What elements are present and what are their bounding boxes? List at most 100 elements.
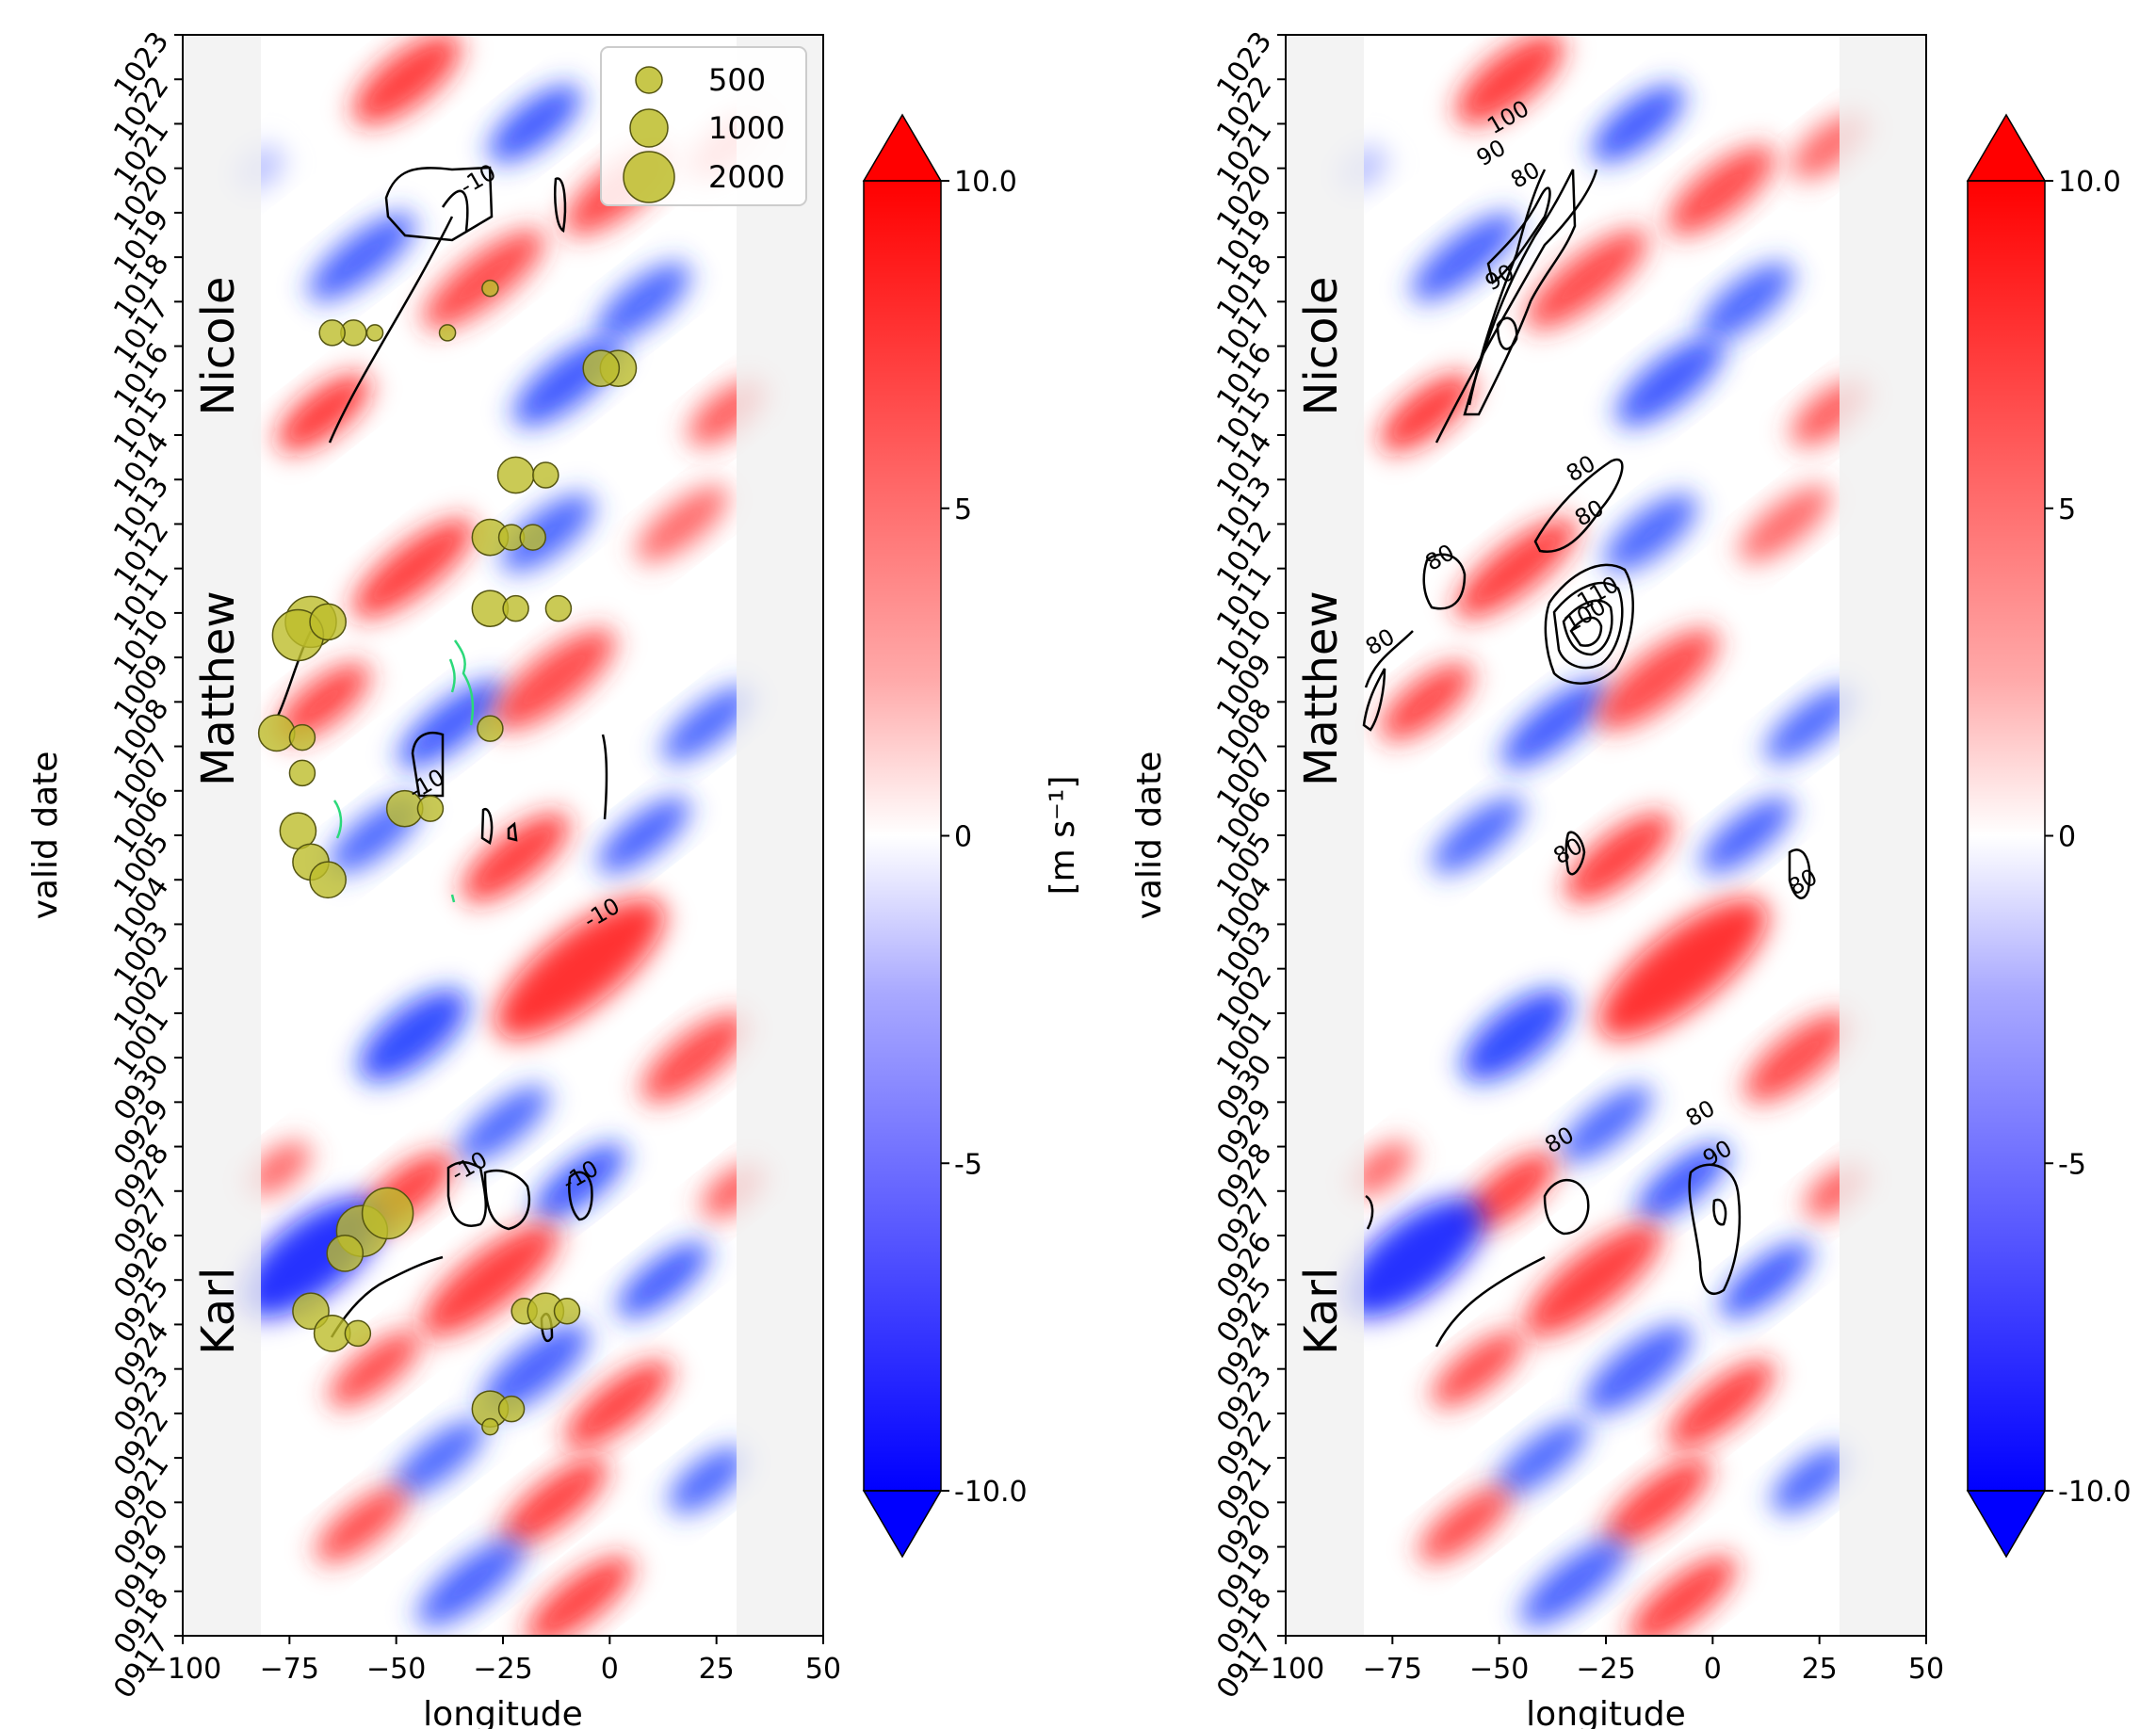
wind-field-blob <box>392 1419 486 1496</box>
wind-field-blob <box>422 229 545 331</box>
precip-bubble <box>416 795 445 822</box>
right-colorbar: 10.0 5 0 -5 -10.0 <box>1966 113 2132 1559</box>
wind-field-blob <box>352 35 462 125</box>
wind-field-blob <box>1524 1222 1662 1337</box>
wind-field-blob <box>462 812 571 903</box>
wind-field-blob <box>1604 493 1698 573</box>
wind-field-blob <box>1418 1486 1512 1563</box>
wind-field-blob <box>526 1556 634 1636</box>
x-tick-label: −50 <box>366 1653 426 1686</box>
wind-field-blob <box>1719 1241 1813 1319</box>
precip-bubble <box>361 1187 414 1240</box>
wind-field-blob <box>533 1143 626 1221</box>
left-east-mask <box>737 35 823 1636</box>
x-tick-label: −25 <box>1576 1653 1635 1686</box>
wind-field-blob <box>397 679 506 769</box>
precip-bubble <box>481 279 499 298</box>
precip-bubble <box>309 861 347 899</box>
wind-field-blob <box>351 518 475 620</box>
x-tick-label: 25 <box>1802 1653 1838 1686</box>
left-y-axis-label: valid date <box>26 751 65 920</box>
wind-field-blob <box>1700 797 1793 874</box>
precip-bubble <box>438 324 457 342</box>
wind-field-blob <box>597 797 690 874</box>
wind-field-blob <box>636 485 729 563</box>
wind-field-blob <box>1380 373 1474 452</box>
precip-bubble <box>519 524 546 551</box>
precip-bubble <box>481 1417 499 1436</box>
left-storm-labels: Nicole Matthew Karl <box>192 277 245 1355</box>
left-bubbles <box>257 279 638 1436</box>
wind-field-blob <box>501 493 595 573</box>
wind-field-blob <box>500 1458 608 1547</box>
wind-field-blob <box>1342 1197 1485 1318</box>
precip-bubble <box>288 759 316 787</box>
x-tick-label: −75 <box>1363 1653 1422 1686</box>
left-panel: -10-10-10-10 -10 −100 −75 −50 −25 0 25 50 09170… <box>26 26 1082 1729</box>
colorbar-tick-label: 0 <box>2058 821 2076 854</box>
right-contours <box>1362 169 1811 1348</box>
legend-marker-2000 <box>623 151 675 203</box>
right-y-axis-label: valid date <box>1130 751 1169 920</box>
precip-bubble <box>497 1395 526 1423</box>
wind-field-blob <box>1461 989 1571 1082</box>
left-colorbar-unit: [m s⁻¹] <box>1044 776 1082 896</box>
colorbar-tick-label: 10.0 <box>2058 166 2121 199</box>
left-colorbar-ticks: 10.0 5 0 -5 -10.0 <box>941 166 1028 1509</box>
x-tick-label: −50 <box>1469 1653 1529 1686</box>
legend-label-1000: 1000 <box>708 110 785 146</box>
legend-label-2000: 2000 <box>708 159 785 195</box>
wind-field-blob <box>488 84 582 163</box>
wind-field-blob <box>668 1446 748 1514</box>
wind-field-blob <box>1463 1152 1557 1231</box>
storm-label: Matthew <box>1295 590 1348 786</box>
wind-field-blob <box>1615 336 1725 428</box>
colorbar-tick-label: 5 <box>2058 493 2076 526</box>
wind-field-blob <box>1350 1140 1414 1197</box>
wind-field-blob <box>247 1140 311 1197</box>
precip-bubble <box>326 1235 365 1272</box>
wind-field-blob <box>564 1360 673 1449</box>
left-colorbar: 10.0 5 0 -5 -10.0 [m s⁻¹] <box>862 113 1082 1559</box>
wind-field-blob <box>1583 1323 1693 1414</box>
wind-field-blob <box>1629 1556 1737 1636</box>
precip-bubble <box>553 1298 581 1325</box>
right-colorbar-body <box>1968 181 2045 1491</box>
left-colorbar-body <box>864 181 941 1491</box>
precip-bubble <box>544 594 573 622</box>
right-east-mask <box>1840 35 1926 1636</box>
wind-field-blob <box>1743 1012 1853 1103</box>
x-tick-label: 0 <box>1704 1653 1722 1686</box>
x-tick-label: −25 <box>473 1653 532 1686</box>
precip-bubble <box>257 714 296 752</box>
wind-field-blob <box>1411 213 1519 302</box>
colorbar-tick-label: -5 <box>954 1148 982 1181</box>
wind-field-blob <box>1667 1360 1775 1449</box>
right-colorbar-top-extend <box>1966 113 2047 182</box>
left-west-mask <box>183 35 261 1636</box>
wind-field-blob <box>1559 1086 1653 1163</box>
wind-field-blob <box>1431 1330 1525 1408</box>
colorbar-tick-label: -10.0 <box>2058 1476 2132 1509</box>
wind-field-blob <box>1771 1446 1851 1514</box>
wind-field-blob <box>1500 679 1609 769</box>
legend: 500 1000 2000 <box>600 46 807 206</box>
wind-field-blob <box>1495 1419 1589 1496</box>
storm-label: Nicole <box>192 277 245 416</box>
right-x-ticks: −100 −75 −50 −25 0 25 50 <box>1247 1636 1944 1686</box>
colorbar-tick-label: -5 <box>2058 1148 2086 1181</box>
x-tick-label: 0 <box>601 1653 619 1686</box>
wind-field-blob <box>1636 1143 1729 1221</box>
wind-field-blob <box>328 1330 422 1408</box>
wind-field-blob <box>1380 662 1474 741</box>
wind-field-blob <box>277 662 371 741</box>
right-date-ticks: 0917091809190920092109220923092409250926… <box>1210 26 1286 1705</box>
x-tick-label: −75 <box>260 1653 319 1686</box>
wind-field-blob <box>316 1486 409 1563</box>
precip-bubble <box>477 715 504 742</box>
left-date-ticks: 0917091809190920092109220923092409250926… <box>107 26 183 1705</box>
precip-bubble <box>344 1319 372 1348</box>
left-x-ticks: −100 −75 −50 −25 0 25 50 <box>144 1636 841 1686</box>
